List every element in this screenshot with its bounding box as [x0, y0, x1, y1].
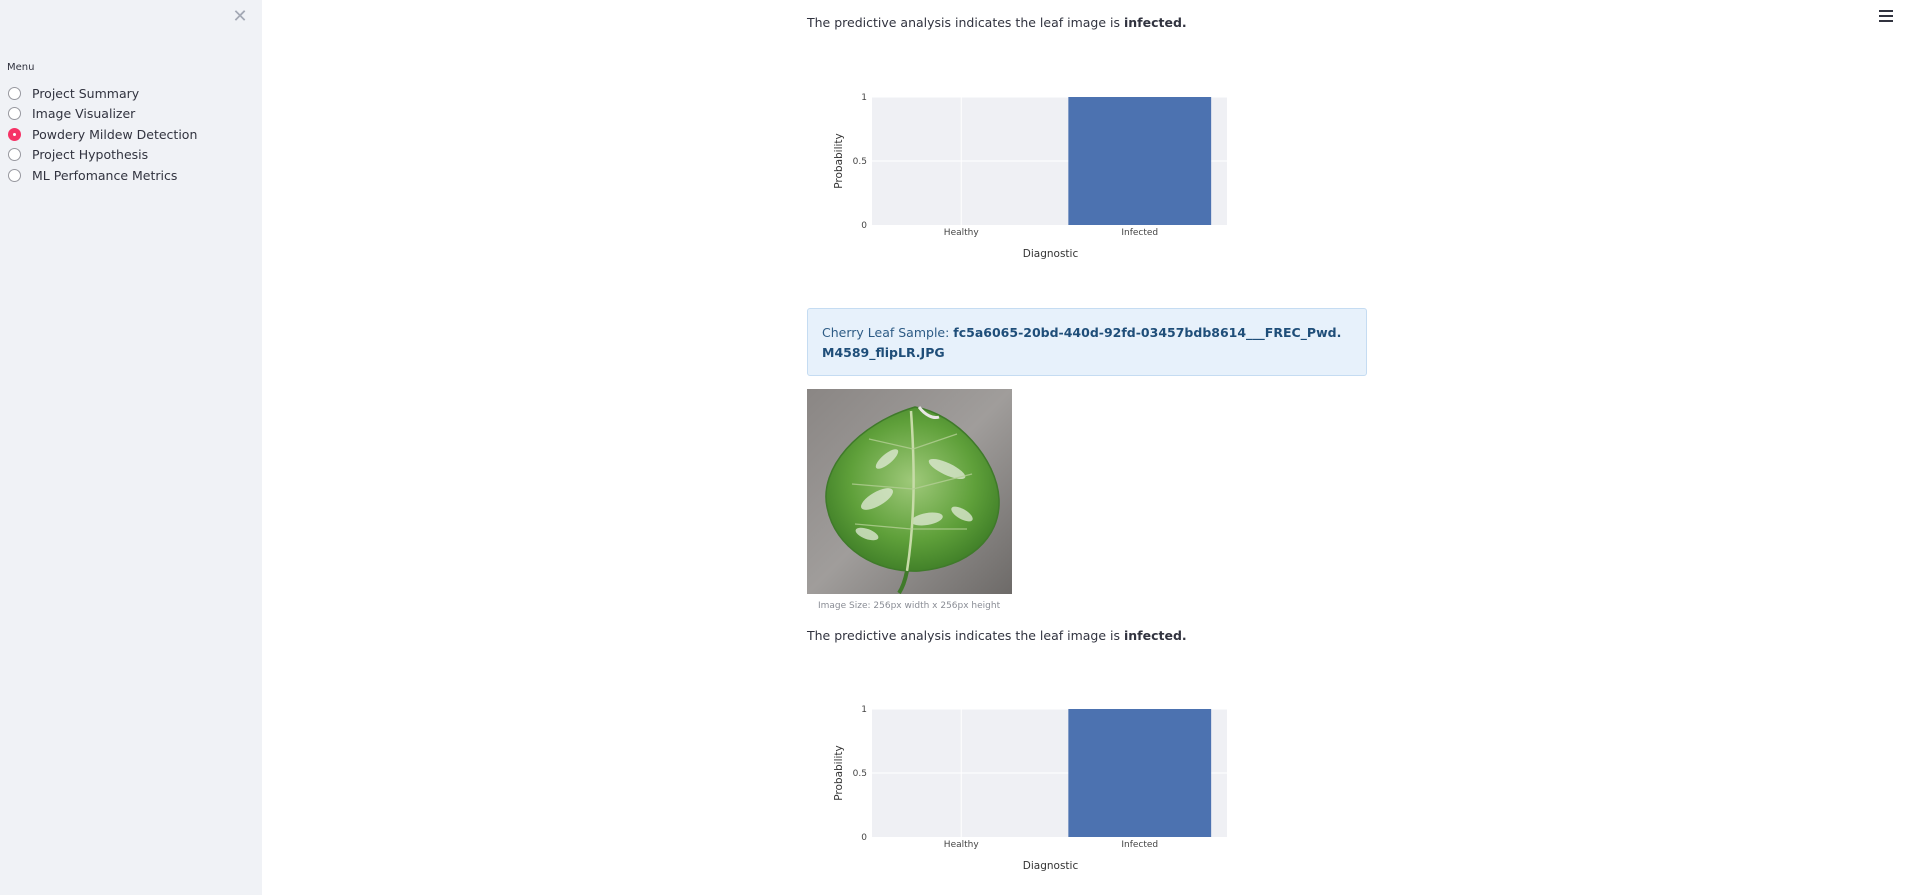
leaf-image [807, 389, 1012, 594]
x-axis-label: Diagnostic [1023, 248, 1079, 260]
prediction-text: The predictive analysis indicates the le… [807, 15, 1187, 30]
radio-button-icon[interactable] [8, 107, 21, 121]
radio-project-hypothesis[interactable]: Project Hypothesis [8, 145, 197, 166]
sample-label: Cherry Leaf Sample: [822, 325, 954, 340]
bar-infected [1068, 709, 1212, 837]
close-icon[interactable]: ✕ [232, 6, 248, 27]
x-tick-label: Infected [1121, 228, 1158, 238]
radio-label: Image Visualizer [32, 106, 136, 122]
prediction-value: infected. [1123, 15, 1187, 30]
x-tick-label: Infected [1121, 840, 1158, 850]
y-axis-label: Probability [833, 745, 845, 801]
radio-button-selected-icon[interactable] [8, 127, 21, 141]
bar-infected [1068, 97, 1212, 225]
y-tick-label: 0 [861, 221, 867, 231]
sample-filename: fc5a6065-20bd-440d-92fd-03457bdb8614___F… [822, 325, 1342, 360]
radio-powdery-mildew-detection[interactable]: Powdery Mildew Detection [8, 124, 197, 145]
radio-label: Project Hypothesis [32, 147, 149, 163]
prediction-prefix: The predictive analysis indicates the le… [807, 628, 1124, 643]
sidebar: ✕ Menu Project Summary Image Visualizer … [0, 0, 262, 895]
x-tick-label: Healthy [944, 228, 980, 238]
menu-label: Menu [7, 62, 35, 73]
prediction-value: infected. [1123, 628, 1187, 643]
radio-ml-performance-metrics[interactable]: ML Perfomance Metrics [8, 165, 197, 186]
hamburger-menu-icon[interactable] [1879, 10, 1893, 24]
chart-svg: 0 0.5 1 Healthy Infected Diagnostic Probabilit… [833, 705, 1229, 872]
radio-label: ML Perfomance Metrics [32, 167, 178, 183]
y-tick-label: 1 [861, 705, 867, 715]
x-axis-label: Diagnostic [1023, 860, 1079, 872]
y-tick-label: 0.5 [853, 769, 867, 779]
probability-chart: 0 0.5 1 Healthy Infected Diagnostic Probabilit… [807, 86, 1229, 266]
image-caption: Image Size: 256px width x 256px height [818, 601, 1001, 611]
y-tick-label: 0 [861, 833, 867, 843]
prediction-prefix: The predictive analysis indicates the le… [807, 15, 1124, 30]
radio-label: Powdery Mildew Detection [32, 126, 198, 142]
radio-label: Project Summary [32, 85, 140, 101]
prediction-text: The predictive analysis indicates the le… [807, 628, 1187, 643]
menu-radio-group: Project Summary Image Visualizer Powdery… [8, 83, 197, 186]
probability-chart: 0 0.5 1 Healthy Infected Diagnostic Probabilit… [807, 698, 1229, 878]
x-tick-label: Healthy [944, 840, 980, 850]
radio-button-icon[interactable] [8, 148, 21, 162]
y-tick-label: 0.5 [853, 157, 867, 167]
y-axis-label: Probability [833, 133, 845, 189]
radio-image-visualizer[interactable]: Image Visualizer [8, 104, 197, 125]
radio-project-summary[interactable]: Project Summary [8, 83, 197, 104]
radio-button-icon[interactable] [8, 86, 21, 100]
sample-info-box: Cherry Leaf Sample: fc5a6065-20bd-440d-9… [807, 308, 1367, 376]
chart-svg: 0 0.5 1 Healthy Infected Diagnostic Probabilit… [833, 93, 1229, 260]
radio-button-icon[interactable] [8, 168, 21, 182]
y-tick-label: 1 [861, 93, 867, 103]
